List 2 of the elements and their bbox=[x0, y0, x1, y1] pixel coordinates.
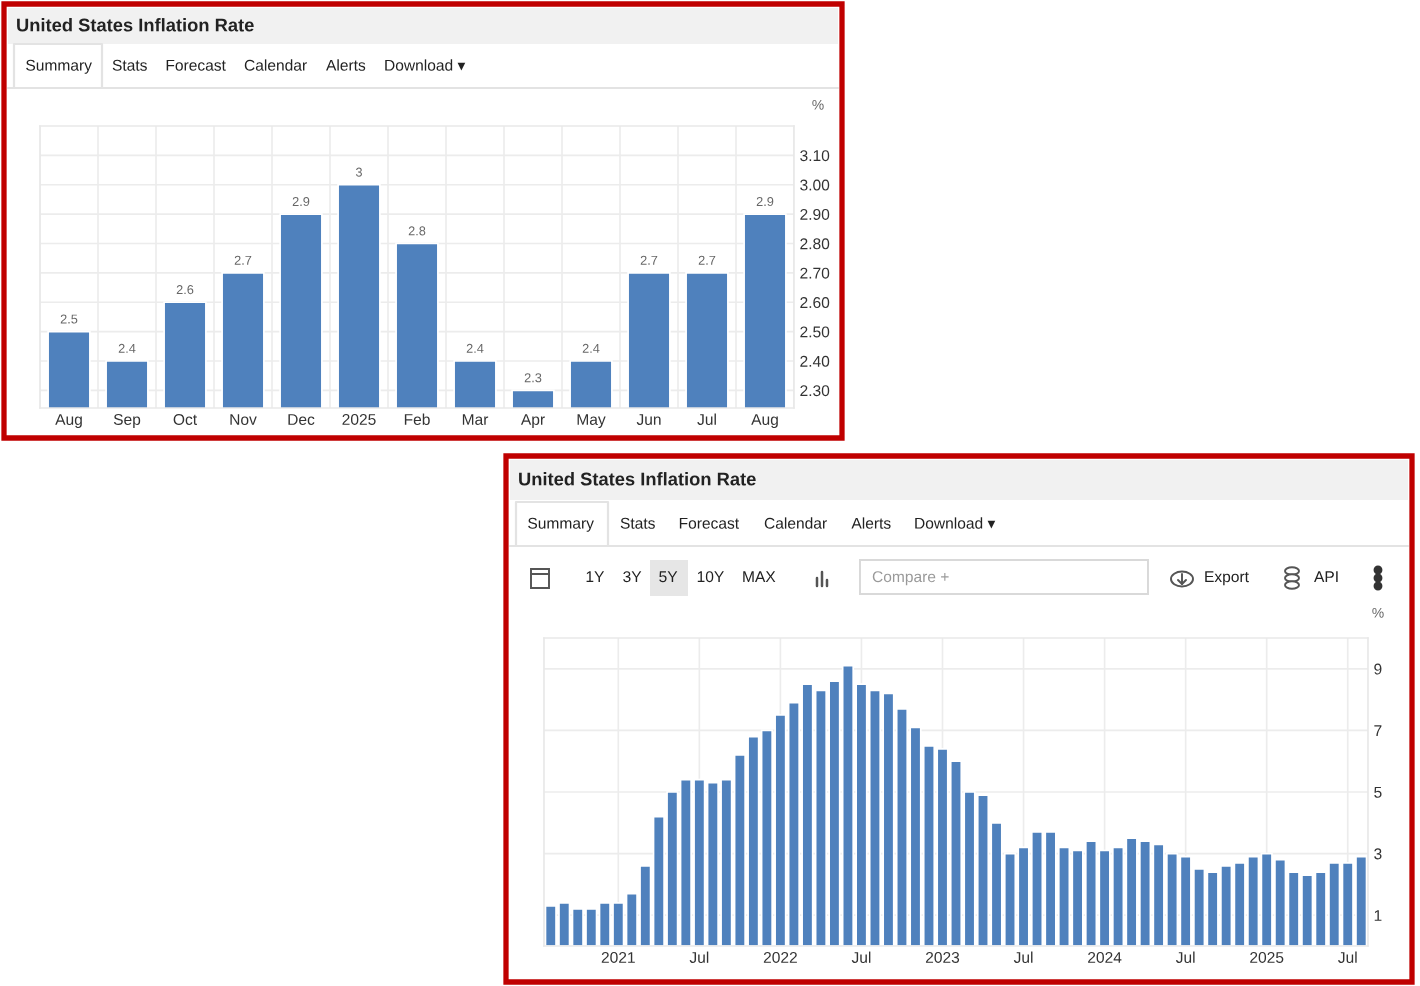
chart-title: United States Inflation Rate bbox=[519, 472, 756, 486]
chart-title: United States Inflation Rate bbox=[17, 18, 254, 32]
